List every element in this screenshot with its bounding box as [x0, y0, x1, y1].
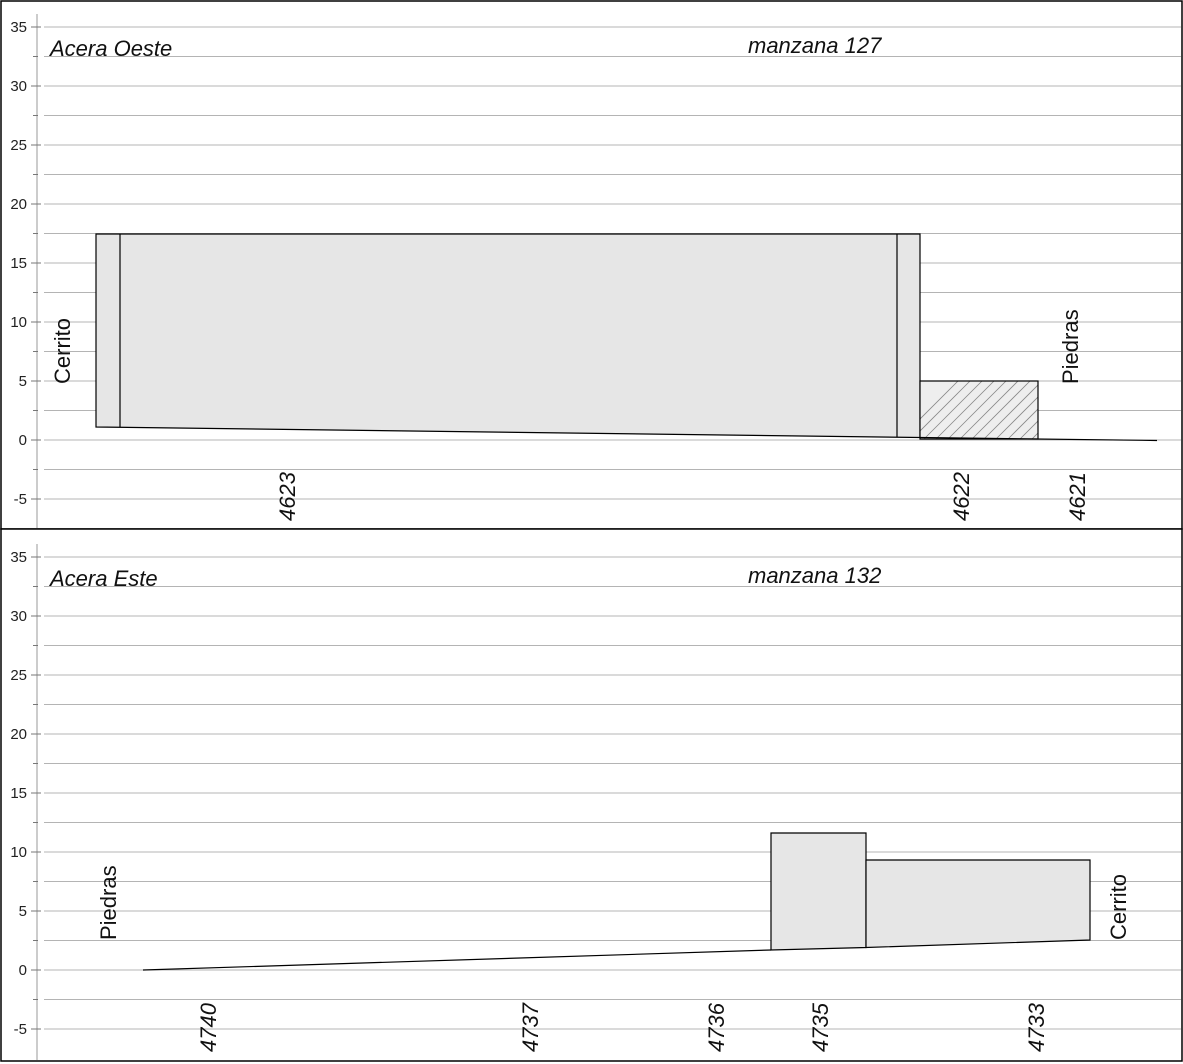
ground-line: [142, 949, 772, 971]
y-tick-label: 0: [19, 432, 27, 449]
parcel-label-4733: 4733: [1024, 1002, 1049, 1052]
building-4622: [919, 380, 1039, 440]
y-tick-label: 25: [10, 137, 27, 154]
building-outline: [770, 832, 1091, 951]
y-tick-label: 15: [10, 255, 27, 272]
panel-acera-oeste: 35 30 25 20 15 10 5 0 -5 Acera Oeste man…: [0, 0, 1183, 530]
y-tick-label: 35: [10, 19, 27, 36]
building-outline: [95, 233, 921, 439]
street-label-cerrito: Cerrito: [1106, 874, 1131, 940]
panel-acera-este: 35 30 25 20 15 10 5 0 -5 Acera Este manz…: [0, 528, 1183, 1062]
street-label-piedras: Piedras: [96, 865, 121, 940]
parcel-label-4736: 4736: [704, 1002, 729, 1052]
panel-title: Acera Oeste: [48, 36, 172, 61]
parcel-label-4735: 4735: [808, 1002, 833, 1052]
y-tick-label: 0: [19, 962, 27, 979]
y-tick-label: 15: [10, 785, 27, 802]
y-tick-label: -5: [14, 491, 27, 508]
parcel-label-4737: 4737: [518, 1002, 543, 1052]
y-tick-label: 5: [19, 373, 27, 390]
block-label: manzana 132: [748, 563, 881, 588]
parcel-label-4622: 4622: [949, 472, 974, 521]
block-label: manzana 127: [748, 33, 882, 58]
parcel-label-4621: 4621: [1065, 472, 1090, 521]
y-tick-label: 5: [19, 903, 27, 920]
y-axis: 35 30 25 20 15 10 5 0 -5: [10, 14, 41, 528]
street-label-piedras: Piedras: [1058, 309, 1083, 384]
y-tick-label: 20: [10, 196, 27, 213]
y-tick-label: -5: [14, 1021, 27, 1038]
y-tick-label: 30: [10, 78, 27, 95]
panel-title: Acera Este: [48, 566, 158, 591]
building-4735: [770, 832, 867, 951]
y-tick-label: 25: [10, 667, 27, 684]
parcel-label-4623: 4623: [275, 471, 300, 521]
y-tick-label: 30: [10, 608, 27, 625]
y-tick-label: 20: [10, 726, 27, 743]
y-tick-label: 35: [10, 549, 27, 566]
panel-frame: [0, 528, 1183, 1062]
y-tick-label: 10: [10, 314, 27, 331]
parcel-label-4740: 4740: [196, 1002, 221, 1052]
street-label-cerrito: Cerrito: [50, 318, 75, 384]
building-4733: [865, 859, 1091, 949]
y-tick-label: 10: [10, 844, 27, 861]
y-axis: 35 30 25 20 15 10 5 0 -5: [10, 544, 41, 1060]
building-4623: [95, 233, 921, 439]
ground-line: [919, 436, 1158, 442]
